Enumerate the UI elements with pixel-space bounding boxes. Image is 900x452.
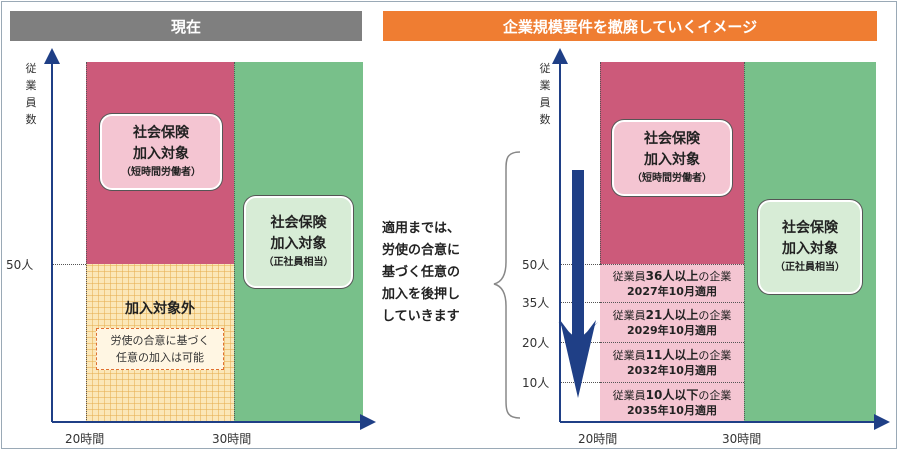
right-regular-box: 社会保険 加入対象 （正社員相当）	[758, 200, 862, 294]
right-tick-50: 50人	[522, 258, 550, 272]
left-insured-box: 社会保険 加入対象 （短時間労働者）	[100, 114, 222, 190]
right-tick-20: 20人	[522, 336, 550, 350]
right-30h-line	[744, 62, 745, 422]
future-header-title: 企業規模要件を撤廃していくイメージ	[502, 17, 758, 36]
middle-explanation: 適用までは、 労使の合意に 基づく任意の 加入を後押し していきます	[382, 221, 461, 324]
left-20h-line	[86, 62, 87, 422]
left-tick-50: 50人	[6, 258, 34, 272]
right-y-axis-label: 従業 員数	[539, 62, 551, 126]
right-x-20: 20時間	[578, 432, 618, 446]
phase-10-or-less: 従業員10人以下の企業 2035年10月適用	[600, 382, 744, 422]
phase-11-or-more: 従業員11人以上の企業 2032年10月適用	[600, 342, 744, 382]
left-x-30: 30時間	[212, 432, 252, 446]
phase-36-or-more: 従業員36人以上の企業 2027年10月適用	[600, 264, 744, 302]
right-x-30: 30時間	[722, 432, 762, 446]
right-tick-35: 35人	[522, 296, 550, 310]
right-tick-10: 10人	[522, 376, 550, 390]
excluded-title: 加入対象外	[125, 301, 195, 317]
current-header: 現在	[10, 11, 362, 41]
right-insured-box: 社会保険 加入対象 （短時間労働者）	[612, 120, 732, 196]
left-x-20: 20時間	[65, 432, 105, 446]
curly-brace	[493, 151, 521, 419]
left-regular-box: 社会保険 加入対象 （正社員相当）	[244, 196, 353, 288]
right-20h-line	[600, 62, 601, 422]
left-30h-line	[234, 62, 235, 422]
phase-21-or-more: 従業員21人以上の企業 2029年10月適用	[600, 302, 744, 342]
excluded-note: 労使の合意に基づく 任意の加入は可能	[96, 328, 224, 370]
left-y-axis-label: 従業 員数	[25, 62, 37, 126]
down-arrow-shaft	[572, 170, 584, 340]
future-header: 企業規模要件を撤廃していくイメージ	[383, 11, 877, 41]
current-header-title: 現在	[170, 17, 201, 36]
left-50-line	[52, 264, 86, 265]
